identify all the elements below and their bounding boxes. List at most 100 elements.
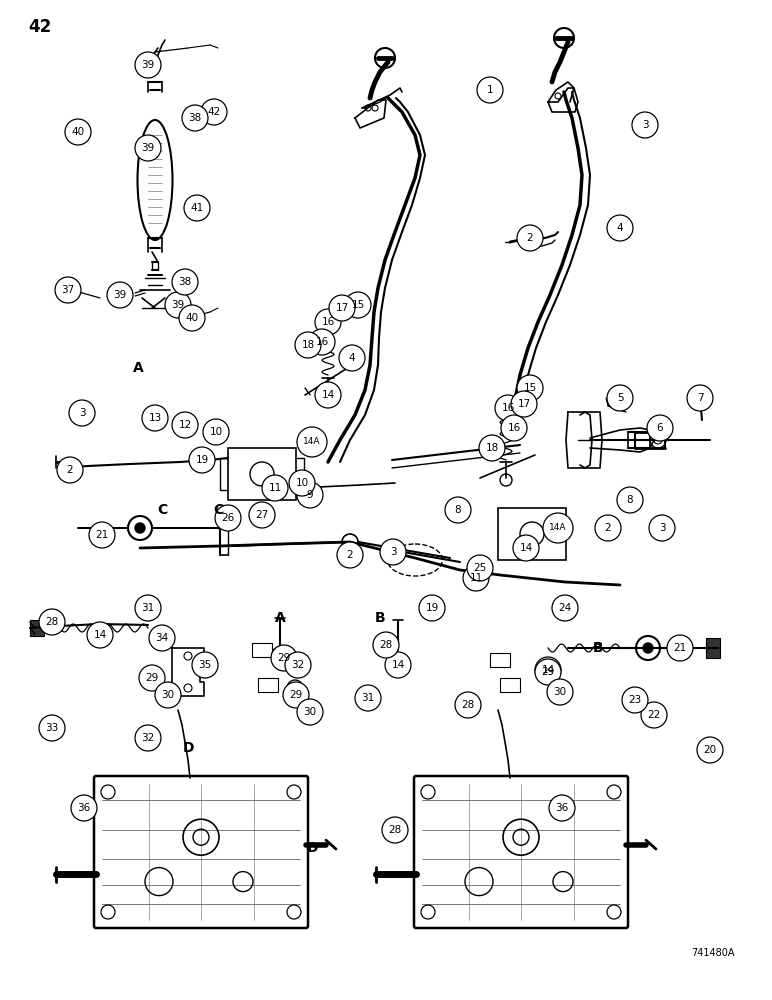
Bar [706, 638, 720, 658]
Text: 17: 17 [335, 303, 349, 313]
Circle shape [189, 447, 215, 473]
Circle shape [667, 635, 693, 661]
Circle shape [262, 475, 288, 501]
Circle shape [107, 282, 133, 308]
Circle shape [249, 502, 275, 528]
Circle shape [385, 652, 411, 678]
Circle shape [309, 329, 335, 355]
Text: A: A [133, 361, 144, 375]
Text: 3: 3 [390, 547, 396, 557]
Circle shape [337, 542, 363, 568]
Bar [258, 678, 278, 692]
Text: 12: 12 [178, 420, 191, 430]
Text: 30: 30 [554, 687, 567, 697]
Text: 25: 25 [473, 563, 486, 573]
Circle shape [192, 652, 218, 678]
Text: 17: 17 [517, 399, 530, 409]
Text: 32: 32 [291, 660, 305, 670]
Text: 18: 18 [486, 443, 499, 453]
Text: 30: 30 [303, 707, 317, 717]
Circle shape [89, 522, 115, 548]
Text: 19: 19 [425, 603, 438, 613]
Circle shape [172, 269, 198, 295]
Circle shape [55, 277, 81, 303]
Circle shape [87, 622, 113, 648]
Text: 30: 30 [161, 690, 174, 700]
Circle shape [595, 515, 621, 541]
Circle shape [547, 679, 573, 705]
Text: 42: 42 [208, 107, 221, 117]
Circle shape [291, 684, 299, 692]
Circle shape [477, 77, 503, 103]
Circle shape [479, 435, 505, 461]
Circle shape [329, 295, 355, 321]
Text: 8: 8 [627, 495, 633, 505]
Text: 39: 39 [171, 300, 185, 310]
Circle shape [419, 595, 445, 621]
Text: 16: 16 [316, 337, 329, 347]
Circle shape [607, 215, 633, 241]
Text: 28: 28 [462, 700, 475, 710]
Text: 41: 41 [191, 203, 204, 213]
Circle shape [57, 457, 83, 483]
Text: C: C [213, 503, 223, 517]
Circle shape [142, 405, 168, 431]
Circle shape [373, 632, 399, 658]
Text: 9: 9 [306, 490, 313, 500]
Circle shape [69, 400, 95, 426]
Text: 29: 29 [541, 667, 554, 677]
Circle shape [552, 595, 578, 621]
Circle shape [540, 664, 556, 680]
Text: 28: 28 [46, 617, 59, 627]
Text: 2: 2 [347, 550, 354, 560]
Text: 35: 35 [198, 660, 212, 670]
Circle shape [617, 487, 643, 513]
Text: 24: 24 [558, 603, 571, 613]
Text: 7: 7 [696, 393, 703, 403]
Text: 22: 22 [648, 710, 661, 720]
Circle shape [135, 595, 161, 621]
Circle shape [271, 645, 297, 671]
Text: 19: 19 [195, 455, 208, 465]
Text: C: C [157, 503, 167, 517]
Text: 18: 18 [301, 340, 315, 350]
Text: B: B [374, 611, 385, 625]
Circle shape [632, 112, 658, 138]
Text: 29: 29 [145, 673, 158, 683]
Text: 3: 3 [642, 120, 648, 130]
Circle shape [697, 737, 723, 763]
Circle shape [495, 395, 521, 421]
Circle shape [184, 195, 210, 221]
Circle shape [201, 99, 227, 125]
Circle shape [135, 523, 145, 533]
Circle shape [549, 795, 575, 821]
Text: 32: 32 [141, 733, 154, 743]
Text: 36: 36 [555, 803, 569, 813]
Circle shape [382, 817, 408, 843]
Text: 40: 40 [185, 313, 198, 323]
Text: 21: 21 [96, 530, 109, 540]
Text: 38: 38 [188, 113, 201, 123]
Circle shape [643, 643, 653, 653]
Text: 4: 4 [617, 223, 623, 233]
Text: 14: 14 [321, 390, 334, 400]
Circle shape [535, 657, 561, 683]
Circle shape [647, 415, 673, 441]
Text: 6: 6 [657, 423, 663, 433]
Circle shape [501, 415, 527, 441]
Text: 23: 23 [628, 695, 642, 705]
Circle shape [345, 292, 371, 318]
Text: 15: 15 [351, 300, 364, 310]
Text: 14: 14 [520, 543, 533, 553]
Text: 42: 42 [28, 18, 51, 36]
Circle shape [297, 699, 323, 725]
Circle shape [135, 135, 161, 161]
Text: 27: 27 [256, 510, 269, 520]
Text: 14A: 14A [303, 438, 320, 446]
Circle shape [380, 539, 406, 565]
Text: 39: 39 [141, 60, 154, 70]
Text: 14: 14 [541, 665, 554, 675]
Circle shape [215, 505, 241, 531]
Text: 16: 16 [507, 423, 520, 433]
Circle shape [297, 427, 327, 457]
